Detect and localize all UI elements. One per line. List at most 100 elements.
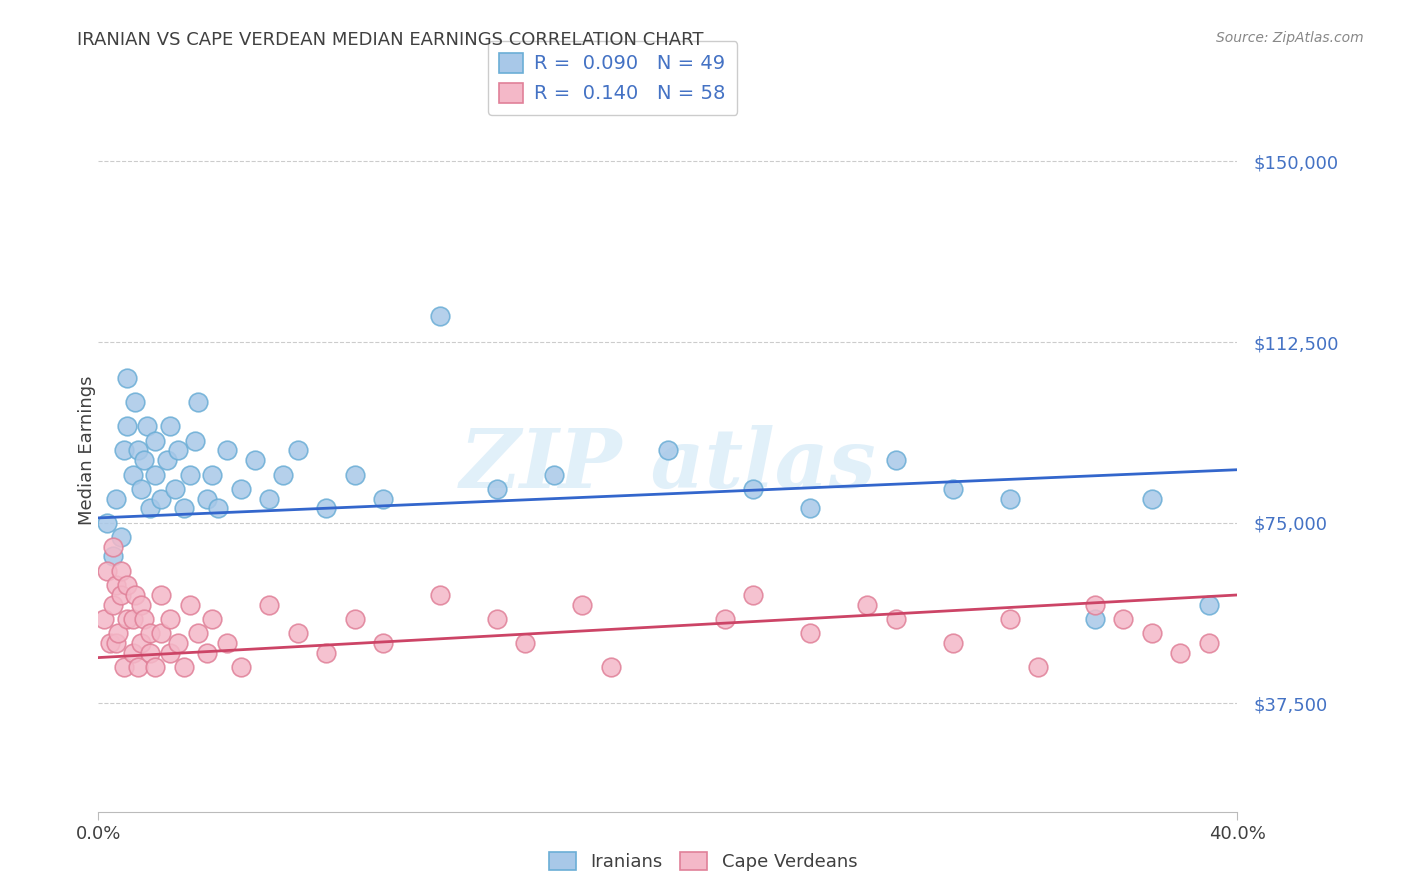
Point	[229, 660, 252, 674]
Point	[187, 626, 209, 640]
Point	[150, 491, 173, 506]
Point	[115, 578, 138, 592]
Point	[259, 598, 281, 612]
Point	[110, 530, 132, 544]
Point	[179, 598, 201, 612]
Text: ZIP atlas: ZIP atlas	[460, 425, 876, 505]
Point	[184, 434, 207, 448]
Point	[165, 482, 187, 496]
Point	[1198, 598, 1220, 612]
Point	[187, 395, 209, 409]
Point	[121, 467, 143, 482]
Point	[145, 660, 167, 674]
Point	[101, 549, 124, 564]
Point	[101, 598, 124, 612]
Point	[167, 636, 190, 650]
Point	[215, 443, 238, 458]
Point	[343, 467, 366, 482]
Point	[201, 612, 224, 626]
Point	[104, 636, 127, 650]
Point	[373, 491, 395, 506]
Point	[273, 467, 295, 482]
Point	[799, 501, 821, 516]
Point	[127, 443, 149, 458]
Point	[138, 501, 160, 516]
Point	[429, 309, 451, 323]
Point	[742, 588, 765, 602]
Point	[150, 626, 173, 640]
Point	[93, 612, 115, 626]
Point	[1198, 636, 1220, 650]
Point	[124, 395, 146, 409]
Text: IRANIAN VS CAPE VERDEAN MEDIAN EARNINGS CORRELATION CHART: IRANIAN VS CAPE VERDEAN MEDIAN EARNINGS …	[77, 31, 704, 49]
Point	[112, 443, 135, 458]
Point	[215, 636, 238, 650]
Point	[1140, 626, 1163, 640]
Point	[101, 540, 124, 554]
Point	[486, 612, 509, 626]
Point	[195, 491, 218, 506]
Point	[159, 419, 181, 434]
Point	[201, 467, 224, 482]
Point	[145, 467, 167, 482]
Point	[167, 443, 190, 458]
Point	[1170, 646, 1192, 660]
Point	[104, 491, 127, 506]
Y-axis label: Median Earnings: Median Earnings	[79, 376, 96, 525]
Point	[159, 612, 181, 626]
Point	[145, 434, 167, 448]
Point	[600, 660, 623, 674]
Point	[1140, 491, 1163, 506]
Point	[343, 612, 366, 626]
Point	[150, 588, 173, 602]
Point	[115, 371, 138, 385]
Point	[138, 626, 160, 640]
Point	[127, 660, 149, 674]
Legend: Iranians, Cape Verdeans: Iranians, Cape Verdeans	[541, 845, 865, 879]
Point	[515, 636, 537, 650]
Point	[543, 467, 565, 482]
Legend: R =  0.090   N = 49, R =  0.140   N = 58: R = 0.090 N = 49, R = 0.140 N = 58	[488, 41, 738, 115]
Point	[207, 501, 229, 516]
Point	[107, 626, 129, 640]
Point	[129, 598, 152, 612]
Point	[998, 612, 1021, 626]
Point	[195, 646, 218, 660]
Point	[179, 467, 201, 482]
Point	[121, 646, 143, 660]
Point	[942, 482, 965, 496]
Point	[124, 588, 146, 602]
Point	[96, 516, 118, 530]
Point	[1112, 612, 1135, 626]
Point	[799, 626, 821, 640]
Point	[115, 612, 138, 626]
Point	[429, 588, 451, 602]
Point	[243, 453, 266, 467]
Point	[998, 491, 1021, 506]
Text: Source: ZipAtlas.com: Source: ZipAtlas.com	[1216, 31, 1364, 45]
Point	[110, 564, 132, 578]
Point	[173, 660, 195, 674]
Point	[315, 646, 337, 660]
Point	[1084, 598, 1107, 612]
Point	[884, 612, 907, 626]
Point	[132, 612, 155, 626]
Point	[856, 598, 879, 612]
Point	[942, 636, 965, 650]
Point	[1084, 612, 1107, 626]
Point	[229, 482, 252, 496]
Point	[110, 588, 132, 602]
Point	[129, 482, 152, 496]
Point	[132, 453, 155, 467]
Point	[138, 646, 160, 660]
Point	[112, 660, 135, 674]
Point	[173, 501, 195, 516]
Point	[657, 443, 679, 458]
Point	[373, 636, 395, 650]
Point	[104, 578, 127, 592]
Point	[135, 419, 157, 434]
Point	[287, 626, 309, 640]
Point	[315, 501, 337, 516]
Point	[96, 564, 118, 578]
Point	[259, 491, 281, 506]
